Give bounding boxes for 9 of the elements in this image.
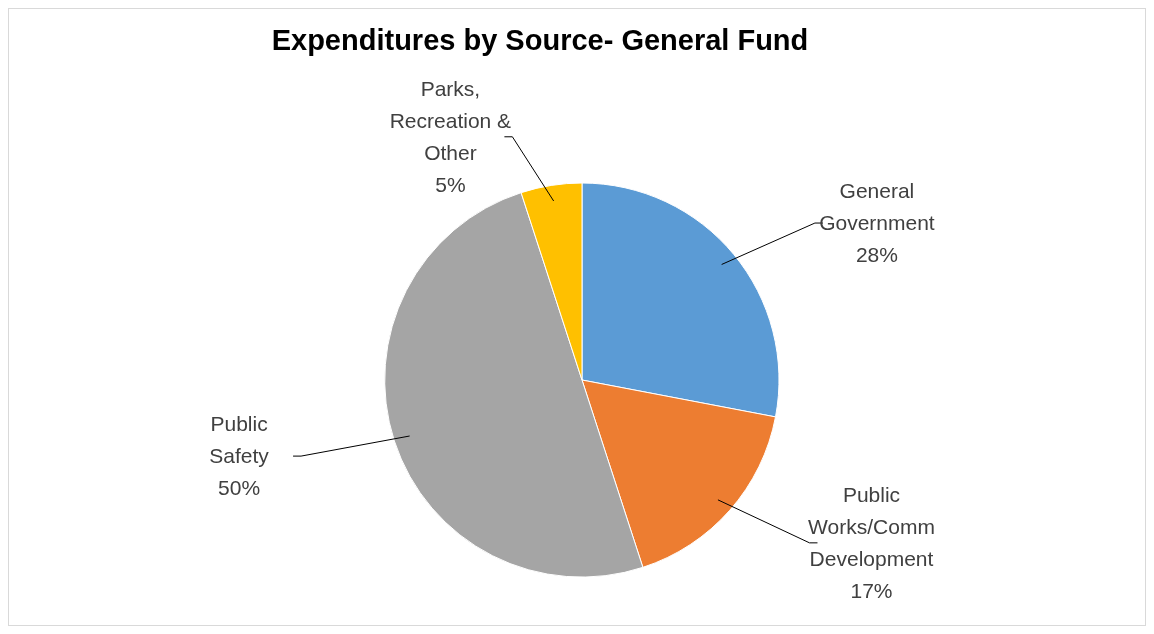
slice-label: Public Works/Comm Development <box>808 482 935 570</box>
data-label: 50% <box>218 476 261 500</box>
data-label: 28% <box>855 243 898 267</box>
data-label: 17% <box>850 578 893 602</box>
slice-label: General Government <box>819 179 935 235</box>
slice-label: Public Safety <box>209 412 270 468</box>
chart-title: Expenditures by Source- General Fund <box>271 24 809 56</box>
slice-label: Parks, Recreation & Other <box>389 76 512 164</box>
data-label: 5% <box>435 172 466 196</box>
